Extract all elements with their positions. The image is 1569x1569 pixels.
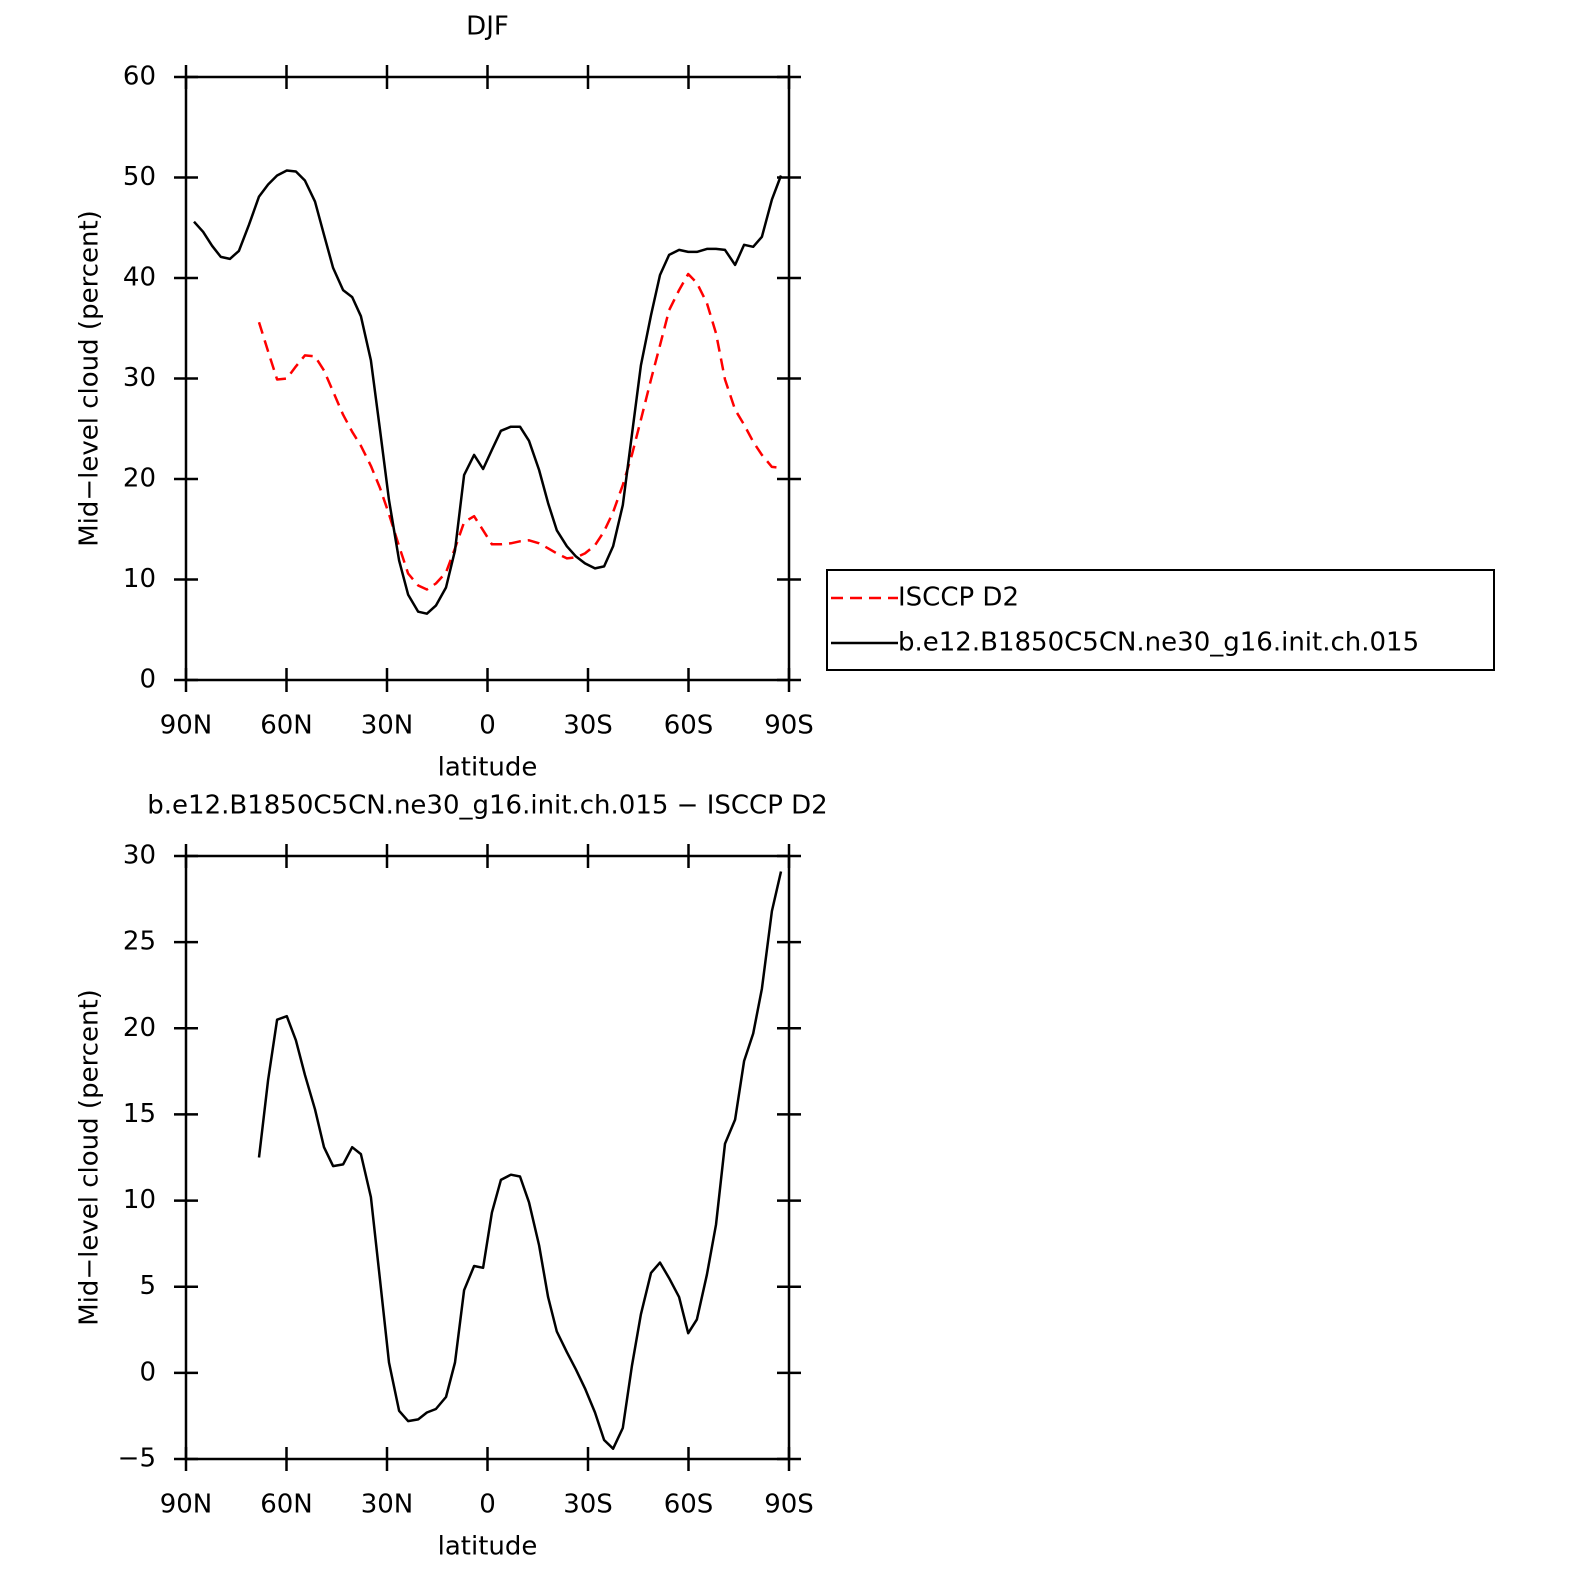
y-axis-label: Mid−level cloud (percent) xyxy=(75,210,105,547)
legend-label: b.e12.B1850C5CN.ne30_g16.init.ch.015 xyxy=(898,628,1419,658)
y-tick-label: 5 xyxy=(139,1271,156,1301)
plot-frame xyxy=(184,854,791,1461)
data-line xyxy=(193,169,783,615)
y-tick-label: 30 xyxy=(123,363,156,393)
x-tick-label: 60N xyxy=(260,1490,313,1520)
x-tick-label: 60S xyxy=(664,1490,714,1520)
x-tick-label: 90N xyxy=(160,1490,213,1520)
x-tick-label: 90S xyxy=(764,711,814,741)
y-tick-label: −5 xyxy=(118,1444,156,1474)
y-tick-label: 0 xyxy=(139,665,156,695)
x-tick-label: 90S xyxy=(764,1490,814,1520)
legend-box xyxy=(826,569,1495,671)
x-tick-label: 30N xyxy=(361,711,414,741)
x-tick-label: 90N xyxy=(160,711,213,741)
legend-label: ISCCP D2 xyxy=(898,583,1019,613)
x-tick-label: 0 xyxy=(479,711,496,741)
x-tick-label: 60N xyxy=(260,711,313,741)
chart-title: b.e12.B1850C5CN.ne30_g16.init.ch.015 − I… xyxy=(147,791,827,821)
data-line xyxy=(257,871,783,1450)
y-tick-label: 50 xyxy=(123,162,156,192)
y-tick-label: 30 xyxy=(123,841,156,871)
data-line xyxy=(257,272,782,591)
x-tick-label: 30S xyxy=(563,711,613,741)
y-tick-label: 10 xyxy=(123,564,156,594)
y-tick-label: 60 xyxy=(123,62,156,92)
y-axis-label: Mid−level cloud (percent) xyxy=(75,989,105,1326)
y-tick-label: 20 xyxy=(123,464,156,494)
y-tick-label: 15 xyxy=(123,1099,156,1129)
y-tick-label: 25 xyxy=(123,927,156,957)
x-tick-label: 30S xyxy=(563,1490,613,1520)
x-axis-label: latitude xyxy=(438,1532,538,1562)
x-tick-label: 30N xyxy=(361,1490,414,1520)
x-tick-label: 60S xyxy=(664,711,714,741)
y-tick-label: 40 xyxy=(123,263,156,293)
y-tick-label: 10 xyxy=(123,1185,156,1215)
y-tick-label: 20 xyxy=(123,1013,156,1043)
y-tick-label: 0 xyxy=(139,1357,156,1387)
chart-title: DJF xyxy=(466,12,509,42)
x-tick-label: 0 xyxy=(479,1490,496,1520)
x-axis-label: latitude xyxy=(438,753,538,783)
